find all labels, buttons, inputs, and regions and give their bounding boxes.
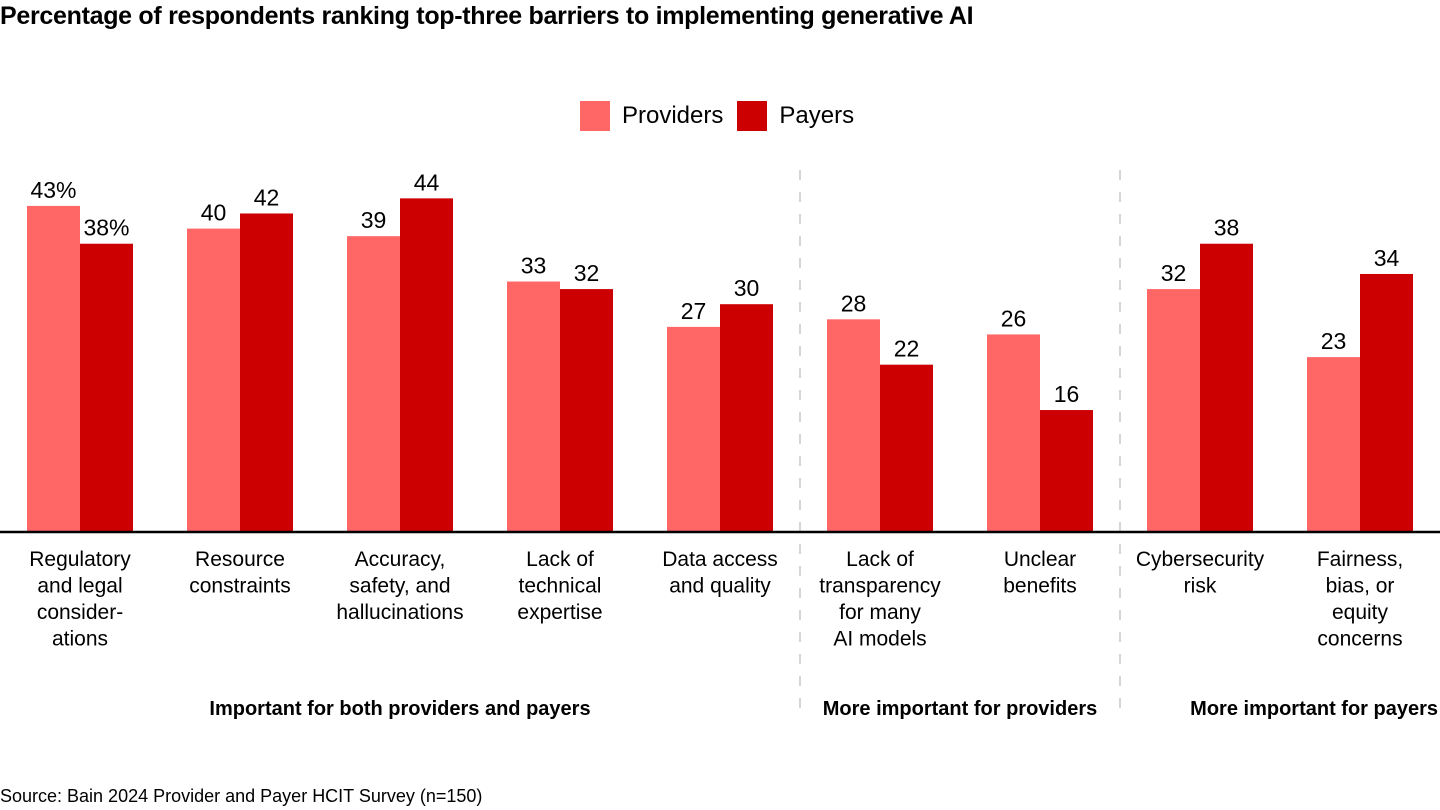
data-label-providers: 27 [681,298,707,324]
data-label-providers: 32 [1161,260,1187,286]
data-label-payers: 34 [1374,245,1400,271]
bar-payers [80,243,133,531]
data-label-providers: 39 [361,207,387,233]
legend: Providers Payers [580,101,868,131]
data-label-payers: 32 [574,260,600,286]
bar-providers [347,236,400,531]
category-label: Regulatory and legal consider-ations [29,548,131,651]
data-label-providers: 28 [841,290,867,316]
source-note: Source: Bain 2024 Provider and Payer HCI… [0,786,483,806]
bar-providers [1307,357,1360,531]
data-label-payers: 38% [83,215,129,241]
bar-providers [667,326,720,531]
legend-label-payers: Payers [779,102,855,129]
bar-payers [560,289,613,531]
bar-providers [827,319,880,531]
category-label: Lack of technical expertise [517,548,602,624]
data-label-payers: 22 [894,336,920,362]
legend-swatch-providers [580,101,610,131]
legend-swatch-payers [737,101,768,131]
data-label-payers: 30 [734,275,760,301]
data-label-payers: 38 [1214,215,1240,241]
group-label: Important for both providers and payers [209,698,590,720]
legend-item-providers: Providers [580,101,723,131]
category-label: Unclear benefits [1003,548,1077,598]
data-label-payers: 16 [1054,381,1080,407]
bar-providers [27,205,80,532]
bar-chart: 43% 38% Regulatory and legal consider-ations… [0,169,1440,720]
bar-providers [507,281,560,531]
bar-providers [987,334,1040,531]
bar-payers [1360,273,1413,531]
category-label: Fairness, bias, or equity concerns [1317,548,1403,651]
bar-payers [1200,243,1253,531]
legend-item-payers: Payers [737,101,854,131]
category-label: Lack of transparency for many AI models [819,548,941,651]
bar-payers [240,213,293,532]
legend-label-providers: Providers [622,102,724,129]
category-label: Cybersecurity risk [1136,548,1265,598]
data-label-providers: 33 [521,253,547,279]
category-label: Resource constraints [189,548,291,598]
data-label-providers: 43% [30,177,76,203]
bar-payers [720,304,773,531]
bar-providers [1147,289,1200,531]
group-label: More important for payers [1190,698,1438,720]
bar-payers [880,364,933,531]
bar-providers [187,228,240,531]
bar-payers [1040,410,1093,531]
data-label-payers: 44 [414,169,440,195]
data-label-payers: 42 [254,184,280,210]
data-label-providers: 40 [201,200,227,226]
data-label-providers: 26 [1001,305,1027,331]
group-label: More important for providers [823,698,1097,720]
chart-title: Percentage of respondents ranking top-th… [0,2,974,30]
bar-payers [400,198,453,532]
category-label: Accuracy, safety, and hallucinations [336,548,463,624]
category-label: Data access and quality [662,548,778,598]
data-label-providers: 23 [1321,328,1347,354]
